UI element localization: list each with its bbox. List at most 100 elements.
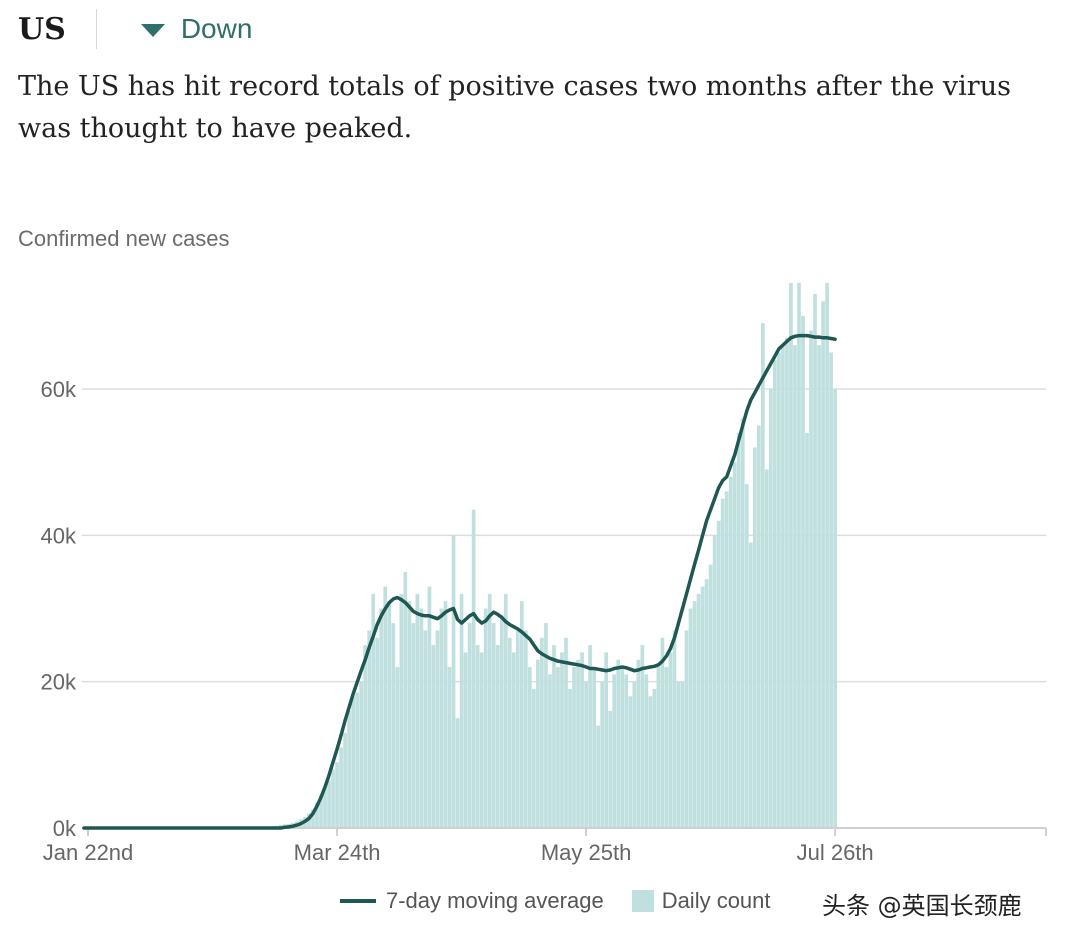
- daily-count-bar: [435, 630, 440, 828]
- daily-count-bar: [716, 520, 721, 828]
- daily-count-bar: [576, 659, 580, 828]
- daily-count-bar: [511, 652, 516, 828]
- daily-count-bar: [660, 637, 665, 828]
- daily-count-bar: [652, 688, 657, 828]
- daily-count-bar: [427, 586, 432, 828]
- daily-count-bar: [604, 652, 609, 828]
- daily-count-bar: [391, 623, 396, 828]
- daily-count-bar: [760, 323, 765, 828]
- daily-count-bar: [544, 623, 548, 828]
- daily-count-bar: [809, 330, 813, 828]
- daily-count-bar: [536, 659, 540, 828]
- daily-count-bar: [560, 652, 564, 828]
- daily-count-bar: [399, 593, 404, 828]
- daily-count-bar: [343, 732, 347, 828]
- moving-average-line-group: [82, 333, 837, 830]
- daily-count-bar: [833, 389, 837, 828]
- y-tick-label: 0k: [53, 816, 77, 841]
- daily-count-bar: [431, 645, 436, 828]
- daily-count-bar: [379, 608, 384, 828]
- daily-count-bar: [632, 681, 637, 828]
- daily-count-bar: [359, 681, 364, 828]
- daily-count-bar: [331, 769, 335, 828]
- daily-count-bar: [612, 674, 617, 828]
- daily-count-bar: [692, 601, 697, 828]
- daily-count-bar: [552, 645, 556, 828]
- legend: 7-day moving average Daily count: [340, 888, 771, 914]
- daily-count-bar: [700, 586, 705, 828]
- daily-count-bar: [748, 542, 753, 828]
- daily-count-bar: [415, 593, 420, 828]
- daily-count-bar: [764, 469, 769, 828]
- daily-count-bar: [676, 681, 681, 828]
- daily-count-bar: [592, 667, 596, 828]
- daily-count-bar: [556, 667, 560, 828]
- daily-count-bar: [752, 447, 757, 828]
- daily-count-bar: [608, 710, 613, 828]
- daily-count-bar: [383, 586, 388, 828]
- daily-count-bar: [548, 674, 552, 828]
- daily-count-bar: [455, 718, 460, 828]
- daily-count-bar: [564, 637, 568, 828]
- trend-label: Down: [180, 13, 253, 44]
- daily-count-bar: [720, 498, 725, 828]
- daily-count-bar: [736, 432, 741, 828]
- daily-count-bar: [777, 352, 781, 828]
- legend-bar-swatch: [631, 890, 654, 912]
- daily-count-bar: [355, 692, 359, 828]
- daily-count-bar: [740, 418, 745, 828]
- daily-count-bar: [624, 674, 629, 828]
- daily-count-bar: [479, 652, 484, 828]
- daily-count-bar: [532, 688, 536, 828]
- daily-count-bar: [475, 645, 480, 828]
- daily-count-bar: [499, 615, 504, 828]
- daily-count-bar: [572, 667, 576, 828]
- daily-count-bars: [82, 282, 837, 829]
- daily-count-bar: [664, 667, 669, 828]
- daily-count-bar: [620, 667, 625, 828]
- daily-count-bar: [327, 780, 331, 828]
- daily-count-bar: [495, 645, 500, 828]
- daily-count-bar: [789, 282, 793, 828]
- daily-count-bar: [507, 637, 512, 828]
- daily-count-bar: [724, 491, 729, 828]
- daily-count-bar: [403, 571, 408, 828]
- daily-count-bar: [411, 623, 416, 828]
- daily-count-bar: [684, 630, 689, 828]
- daily-count-bar: [781, 345, 785, 828]
- x-tick-label: May 25th: [541, 840, 632, 865]
- daily-count-bar: [769, 389, 773, 828]
- header-divider: [95, 9, 97, 49]
- daily-count-bar: [756, 425, 761, 828]
- legend-line-swatch: [340, 899, 376, 903]
- daily-count-bar: [584, 681, 588, 828]
- trend-indicator: Down: [140, 13, 253, 45]
- daily-count-bar: [696, 593, 701, 828]
- watermark: 头条 @英国长颈鹿: [822, 892, 1022, 920]
- daily-count-bar: [339, 747, 343, 828]
- daily-count-bar: [817, 345, 821, 828]
- daily-count-bar: [528, 667, 532, 828]
- daily-count-bar: [688, 608, 693, 828]
- daily-count-bar: [540, 637, 544, 828]
- daily-count-bar: [319, 795, 323, 828]
- daily-count-bar: [439, 608, 444, 828]
- daily-count-bar: [443, 601, 448, 828]
- daily-count-bar: [797, 282, 801, 828]
- daily-count-bar: [487, 593, 492, 828]
- daily-count-bar: [636, 659, 641, 828]
- daily-count-bar: [311, 809, 315, 828]
- daily-count-bar: [805, 432, 809, 828]
- legend-daily-count: Daily count: [661, 888, 771, 913]
- daily-count-bar: [307, 813, 311, 828]
- cases-chart: 0k 20k 40k 60k Jan 22nd Mar 24th May 25th Jul 2…: [41, 282, 1047, 865]
- y-tick-label: 40k: [41, 523, 77, 548]
- daily-count-bar: [732, 462, 737, 828]
- y-axis-title: Confirmed new cases: [18, 226, 230, 251]
- daily-count-bar: [596, 725, 600, 828]
- daily-count-bar: [708, 564, 713, 828]
- headline: The US has hit record totals of positive…: [18, 71, 1011, 144]
- x-tick-label: Mar 24th: [294, 840, 381, 865]
- daily-count-bar: [801, 315, 805, 828]
- daily-count-bar: [785, 337, 789, 828]
